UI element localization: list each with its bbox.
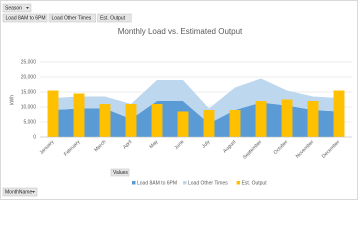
axis-field-button[interactable]: MonthName	[2, 187, 38, 197]
bar	[255, 101, 267, 137]
field-button[interactable]	[48, 13, 96, 23]
y-tick-label: 5,000	[23, 119, 36, 125]
legend-swatch	[183, 181, 187, 185]
filter-label: Season	[5, 6, 22, 12]
legend-label: Load Other Times	[188, 180, 228, 186]
bar	[281, 99, 293, 137]
y-tick-label: 25,000	[21, 59, 37, 65]
legend-swatch	[236, 181, 241, 185]
bar	[229, 110, 241, 137]
bar	[333, 90, 345, 137]
bar	[73, 93, 85, 137]
y-tick-label: 10,000	[21, 104, 37, 110]
legend-swatch	[132, 181, 136, 185]
filter-button[interactable]: Season	[2, 3, 32, 13]
y-axis-label: kWh	[9, 95, 15, 105]
bar	[47, 90, 59, 137]
bar	[177, 111, 189, 137]
x-tick-label: May	[148, 139, 159, 150]
bar	[203, 110, 215, 137]
area	[53, 78, 339, 124]
bar	[125, 104, 137, 137]
field-button[interactable]	[2, 13, 48, 23]
legend-label: Est. Output	[242, 180, 268, 186]
bar	[151, 104, 163, 137]
field-button-label: Load Other Times	[52, 16, 92, 22]
y-tick-label: 20,000	[21, 74, 37, 80]
field-button[interactable]	[97, 13, 132, 23]
values-label: Values	[113, 170, 128, 176]
y-tick-label: 15,000	[21, 89, 37, 95]
y-tick-label: 0	[33, 134, 36, 140]
values-button[interactable]: Values	[110, 168, 130, 177]
field-button-label: Load 8AM to 6PM	[6, 16, 46, 22]
bar	[99, 104, 111, 137]
area	[53, 101, 339, 137]
axis-field-label: MonthName	[5, 190, 32, 196]
legend-label: Load 8AM to 6PM	[137, 180, 177, 186]
bar	[307, 101, 319, 137]
x-tick-label: July	[201, 139, 212, 150]
field-button-label: Est. Output	[100, 16, 126, 22]
chart-title: Monthly Load vs. Estimated Output	[118, 27, 243, 36]
x-tick-label: April	[122, 139, 133, 150]
pivot-chart: Season MonthName Values Monthly Load vs.…	[0, 0, 358, 200]
